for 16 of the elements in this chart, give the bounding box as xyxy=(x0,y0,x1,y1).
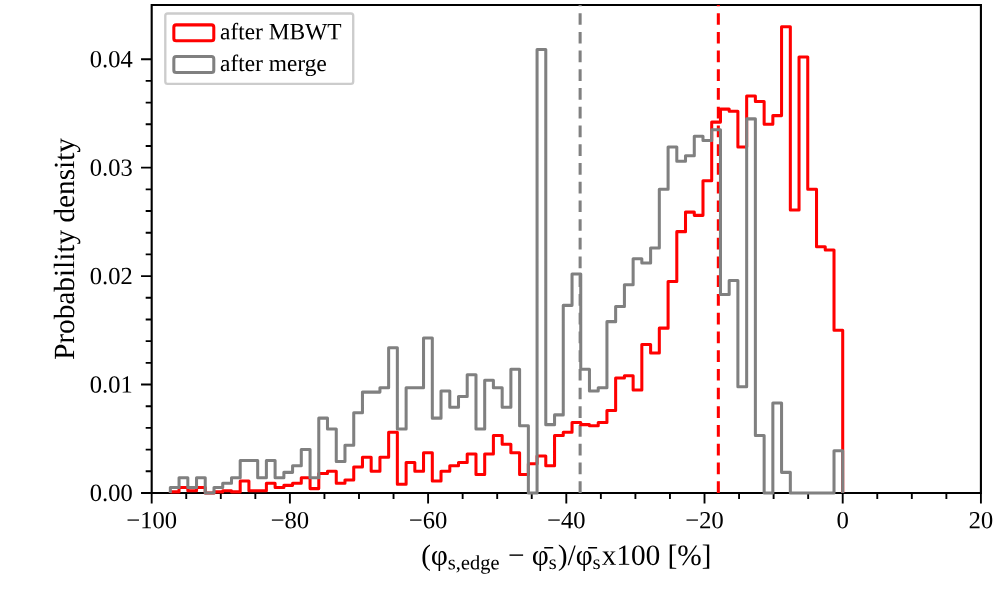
x-tick-label: −60 xyxy=(410,512,447,529)
y-axis-title: Probability density xyxy=(53,138,81,360)
legend-label: after MBWT xyxy=(220,23,342,40)
x-tick-label: −40 xyxy=(548,512,585,529)
x-tick-label: −80 xyxy=(271,512,309,529)
x-tick-label: −20 xyxy=(686,512,723,529)
y-tick-label: 0.00 xyxy=(90,484,132,502)
x-tick-label: −100 xyxy=(127,512,177,529)
legend-label: after merge xyxy=(220,54,326,77)
x-axis-title: (φ$_{s,edge}$ − φ̄$_{s}$)/φ̄$_{s}$x100 [%] xyxy=(422,544,710,574)
x-tick-label: 20 xyxy=(969,512,993,529)
y-tick-label: 0.03 xyxy=(90,159,132,177)
x-tick-label: 0 xyxy=(837,512,848,529)
y-tick-label: 0.01 xyxy=(90,376,132,393)
y-tick-label: 0.02 xyxy=(90,267,132,285)
y-tick-label: 0.04 xyxy=(90,51,133,68)
